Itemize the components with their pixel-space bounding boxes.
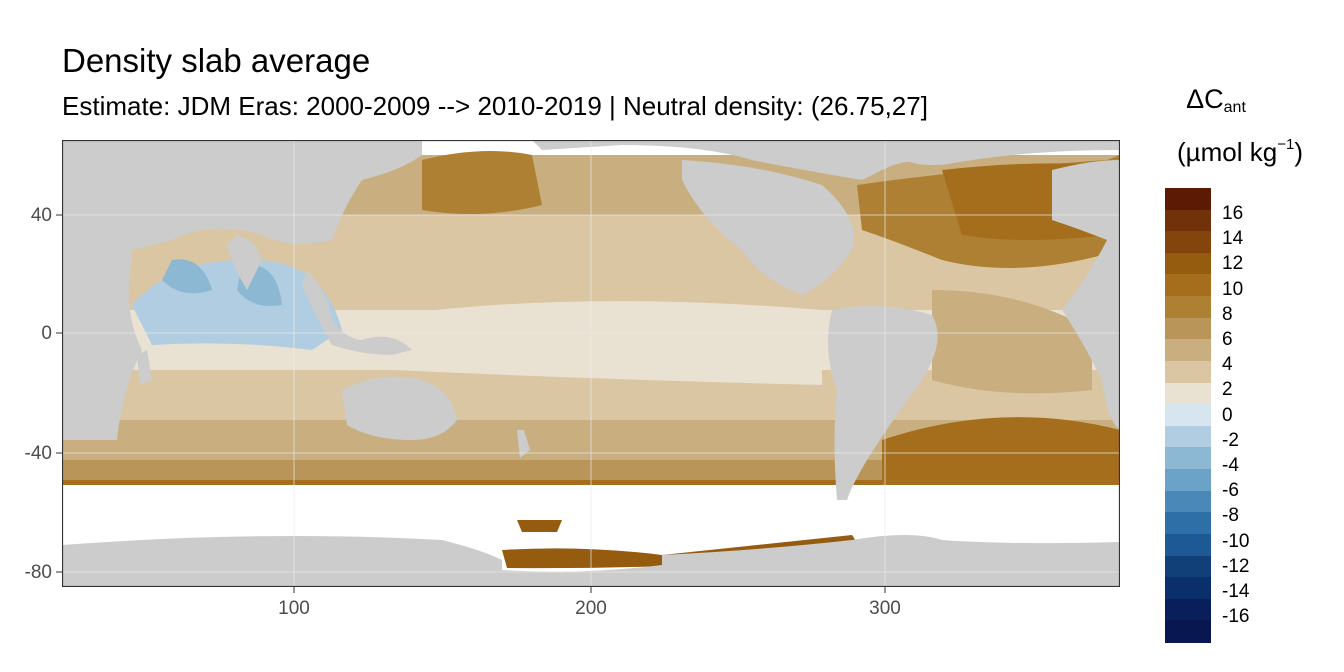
legend-color-step xyxy=(1165,274,1211,297)
legend-color-step xyxy=(1165,577,1211,600)
legend-color-step xyxy=(1165,382,1211,405)
ross-sea-patch xyxy=(502,535,862,569)
y-tick-label: 40 xyxy=(31,205,52,226)
legend-label: 16 xyxy=(1222,203,1244,224)
x-tick-label: 300 xyxy=(869,598,901,619)
legend-unit-suffix: ) xyxy=(1294,137,1303,167)
legend-label: -6 xyxy=(1222,480,1239,502)
legend-color-step xyxy=(1165,425,1211,449)
legend-colorbar xyxy=(1165,188,1211,643)
chart-title: Density slab average xyxy=(62,42,371,79)
legend-unit-prefix: (µmol kg xyxy=(1177,137,1278,167)
legend-color-step xyxy=(1165,469,1211,492)
y-axis: 40 0 -40 -80 xyxy=(25,205,62,583)
legend-title-symbol: ΔCant xyxy=(1166,84,1266,117)
legend-label: 6 xyxy=(1222,329,1233,350)
legend-label: 10 xyxy=(1222,278,1244,300)
y-tick-label: -80 xyxy=(25,562,52,583)
legend-color-step xyxy=(1165,555,1211,578)
legend-label: -8 xyxy=(1222,505,1239,527)
legend-symbol-subscript: ant xyxy=(1223,99,1246,116)
x-tick-label: 200 xyxy=(575,598,607,619)
map-panel xyxy=(62,140,1120,587)
legend-color-step xyxy=(1165,296,1211,319)
legend-label: 2 xyxy=(1222,379,1233,401)
legend-color-step xyxy=(1165,188,1211,211)
legend-color-step xyxy=(1165,231,1211,254)
legend-label: 12 xyxy=(1222,253,1244,275)
legend-color-step xyxy=(1165,339,1211,362)
legend-label: 4 xyxy=(1222,354,1233,376)
legend-label: 8 xyxy=(1222,303,1233,325)
legend-symbol: ΔC xyxy=(1186,84,1224,114)
legend-color-step xyxy=(1165,512,1211,535)
legend-color-step xyxy=(1165,620,1211,643)
legend-color-step xyxy=(1165,533,1211,557)
x-tick-label: 100 xyxy=(278,598,310,619)
legend-color-step xyxy=(1165,209,1211,232)
chart-subtitle: Estimate: JDM Eras: 2000-2009 --> 2010-2… xyxy=(62,91,928,121)
x-axis: 100 200 300 xyxy=(278,587,901,619)
y-tick-label: -40 xyxy=(25,443,52,464)
legend-color-step xyxy=(1165,317,1211,340)
panel-border xyxy=(62,140,1120,587)
legend-color-step xyxy=(1165,598,1211,621)
legend-label: -4 xyxy=(1222,455,1239,476)
legend-label: -16 xyxy=(1222,606,1250,628)
legend-color-step xyxy=(1165,252,1211,276)
legend-label: 0 xyxy=(1222,404,1233,426)
legend-color-step xyxy=(1165,404,1211,427)
legend-label: -2 xyxy=(1222,429,1239,451)
legend-label: -10 xyxy=(1222,530,1250,552)
legend-label: 14 xyxy=(1222,228,1244,250)
legend-unit-superscript: −1 xyxy=(1277,136,1295,153)
legend-title-unit: (µmol kg−1) xyxy=(1160,136,1320,168)
legend-label: -14 xyxy=(1222,581,1250,602)
ross-sea-patch-small xyxy=(517,520,562,532)
legend-color-step xyxy=(1165,360,1211,384)
land-masses xyxy=(62,140,1120,587)
y-tick-label: 0 xyxy=(41,323,52,344)
gridlines xyxy=(62,140,1120,587)
legend-label: -12 xyxy=(1222,555,1250,577)
legend-color-step xyxy=(1165,447,1211,470)
legend-color-step xyxy=(1165,490,1211,513)
